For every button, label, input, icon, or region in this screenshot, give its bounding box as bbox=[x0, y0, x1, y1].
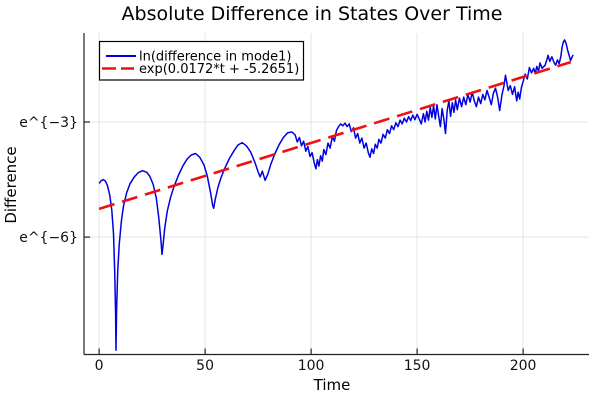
x-tick-label-0: 0 bbox=[95, 358, 104, 374]
axes: 0 50 100 150 200 e^{−3} e^{−6} bbox=[19, 33, 589, 374]
legend-label-ln-difference: ln(difference in mode1) bbox=[139, 50, 292, 65]
series-ln-difference-path bbox=[98, 39, 574, 352]
legend-label-exp-fit: exp(0.0172*t + -5.2651) bbox=[139, 62, 299, 77]
x-axis-label: Time bbox=[313, 376, 351, 394]
x-tick-label-100: 100 bbox=[298, 358, 325, 374]
series-exp-fit-path bbox=[98, 60, 572, 211]
y-axis-label: Difference bbox=[2, 146, 20, 223]
x-tick-label-200: 200 bbox=[510, 358, 537, 374]
x-tick-label-50: 50 bbox=[196, 358, 214, 374]
gridlines bbox=[84, 33, 589, 355]
legend: ln(difference in mode1) exp(0.0172*t + -… bbox=[98, 40, 305, 81]
x-tick-label-150: 150 bbox=[404, 358, 431, 374]
plot-title: Absolute Difference in States Over Time bbox=[122, 3, 503, 25]
y-tick-label--3: e^{−3} bbox=[19, 115, 78, 131]
legend-box bbox=[98, 40, 305, 81]
y-tick-label--6: e^{−6} bbox=[19, 230, 78, 246]
